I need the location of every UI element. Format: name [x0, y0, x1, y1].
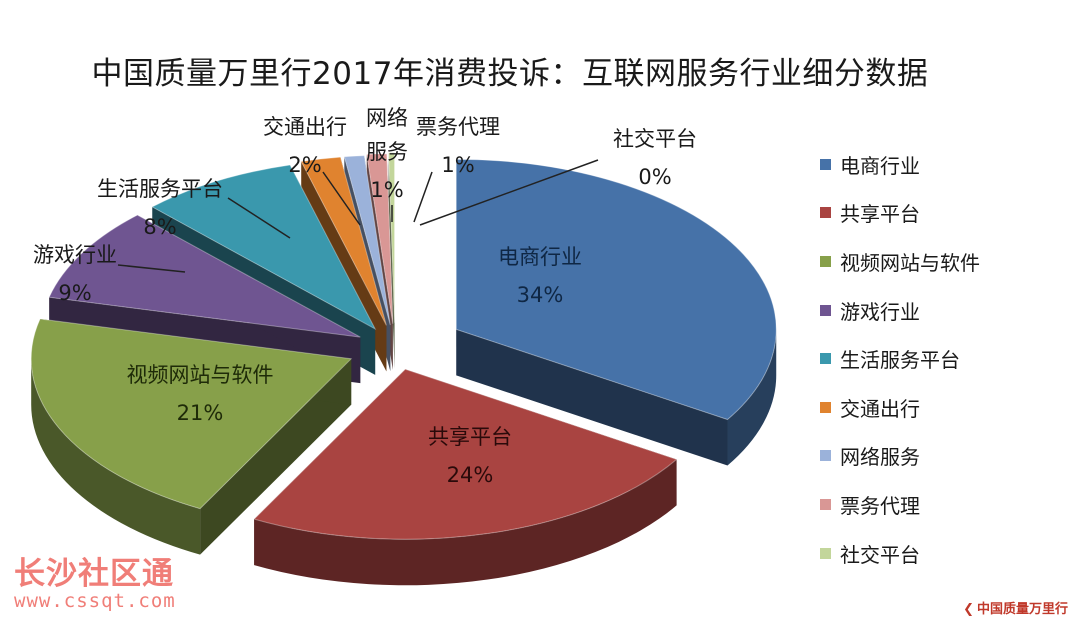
slice-percent-1: 34% — [517, 283, 564, 307]
chart-title: 中国质量万里行2017年消费投诉：互联网服务行业细分数据 — [91, 56, 929, 92]
legend-item-4: 游戏行业 — [820, 286, 1070, 335]
pie-slice-1 — [455, 158, 777, 466]
slice-percent-4: 9% — [58, 281, 91, 305]
legend-label: 生活服务平台 — [840, 348, 960, 373]
slice-label-6: 交通出行 — [263, 115, 347, 139]
legend-swatch — [820, 255, 831, 267]
legend-label: 票务代理 — [840, 493, 920, 518]
legend-label: 社交平台 — [840, 542, 920, 567]
pie-slices-group — [30, 152, 777, 586]
pie-slice-9 — [388, 152, 396, 369]
slice-label-9: 社交平台 — [613, 127, 697, 151]
slice-top — [455, 158, 777, 421]
legend-swatch — [820, 547, 831, 559]
slice-top — [388, 152, 396, 323]
legend-label: 共享平台 — [840, 202, 920, 227]
leader-line-8 — [413, 171, 433, 223]
slice-rim — [254, 459, 677, 586]
slice-percent-9: 0% — [638, 165, 671, 189]
pie-slice-2 — [253, 368, 678, 586]
slice-top — [151, 164, 377, 331]
legend-item-9: 社交平台 — [820, 529, 1070, 578]
legend-swatch — [820, 450, 831, 462]
slice-label-7-line1: 网络 — [366, 106, 408, 130]
slice-labels-group: 电商行业 34% 共享平台 24% 视频网站与软件 21% 游戏行业 9% 生活服务平台 8% 交通… — [33, 106, 697, 487]
legend-label: 视频网站与软件 — [840, 250, 980, 275]
watermark-text: 长沙社区通 — [14, 556, 174, 592]
slice-label-1: 电商行业 — [498, 245, 582, 269]
legend-item-8: 票务代理 — [820, 480, 1070, 529]
slice-top — [48, 214, 361, 338]
leader-lines-group — [117, 159, 599, 273]
slice-label-2: 共享平台 — [428, 425, 512, 449]
slice-percent-2: 24% — [447, 463, 494, 487]
legend-swatch — [820, 304, 831, 316]
legend-item-7: 网络服务 — [820, 432, 1070, 481]
legend-swatch — [820, 353, 831, 365]
slice-percent-3: 21% — [177, 401, 224, 425]
legend-swatch — [820, 207, 831, 219]
slice-top — [30, 318, 353, 510]
brand-logo: ❮ 中国质量万里行 — [963, 598, 1068, 617]
logo-text: 中国质量万里行 — [976, 602, 1068, 617]
pie-slice-3 — [30, 318, 353, 555]
legend-label: 交通出行 — [840, 396, 920, 421]
legend-item-2: 共享平台 — [820, 189, 1070, 238]
slice-rim — [727, 329, 777, 466]
slice-label-8: 票务代理 — [416, 115, 500, 139]
legend-swatch — [820, 158, 831, 170]
slice-label-3: 视频网站与软件 — [127, 363, 274, 387]
legend-swatch — [820, 401, 831, 413]
slice-label-7-line2: 服务 — [366, 140, 408, 164]
legend: 电商行业共享平台视频网站与软件 游戏行业生活服务平台 交通出行网络服务票务代理社交平… — [820, 140, 1070, 577]
slice-wall — [456, 329, 728, 466]
legend-swatch — [820, 498, 831, 510]
leader-line-6 — [322, 171, 361, 226]
slice-wall — [200, 358, 352, 555]
legend-label: 网络服务 — [840, 445, 920, 470]
logo-chevron-icon: ❮ — [963, 602, 974, 617]
legend-item-3: 视频网站与软件 — [820, 237, 1070, 286]
slice-top — [343, 155, 391, 326]
slice-rim — [31, 358, 201, 555]
slice-top — [253, 368, 678, 540]
leader-line-5 — [227, 197, 291, 239]
slice-label-5: 生活服务平台 — [97, 177, 223, 201]
slice-percent-5: 8% — [143, 215, 176, 239]
slice-top — [366, 153, 394, 324]
legend-item-1: 电商行业 — [820, 140, 1070, 189]
legend-label: 电商行业 — [840, 153, 920, 178]
watermark-url: www.cssqt.com — [14, 590, 176, 612]
slice-label-4: 游戏行业 — [33, 243, 117, 267]
legend-item-6: 交通出行 — [820, 383, 1070, 432]
legend-label: 游戏行业 — [840, 299, 920, 324]
leader-line-9 — [419, 159, 599, 226]
leader-line-4 — [117, 264, 186, 273]
legend-item-5: 生活服务平台 — [820, 334, 1070, 383]
slice-wall — [388, 152, 395, 369]
slice-percent-8: 1% — [441, 153, 474, 177]
slice-percent-7: 1% — [370, 178, 403, 202]
slice-percent-6: 2% — [288, 153, 321, 177]
slice-top — [300, 156, 387, 326]
